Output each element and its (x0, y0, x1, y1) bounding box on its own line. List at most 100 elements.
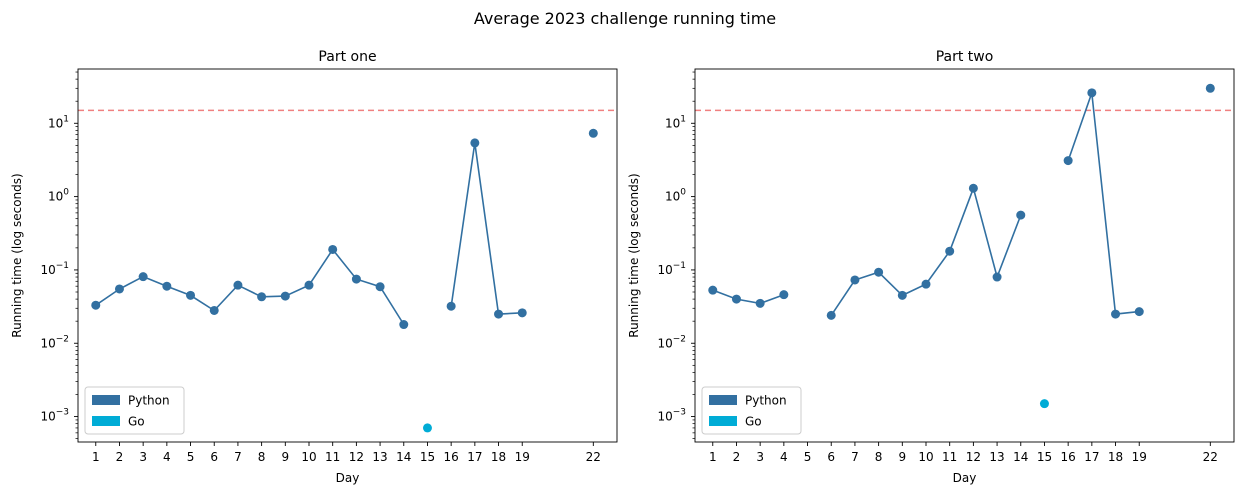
x-tick-label: 6 (210, 450, 218, 464)
x-tick-label: 5 (187, 450, 195, 464)
y-tick-label: 101 (48, 114, 69, 130)
x-tick-label: 11 (942, 450, 957, 464)
x-tick-label: 18 (1108, 450, 1123, 464)
legend-swatch-python (92, 395, 120, 405)
x-tick-label: 16 (444, 450, 459, 464)
data-point (209, 305, 219, 315)
legend-label-go: Go (745, 415, 762, 429)
data-point (375, 282, 385, 292)
data-point (1134, 307, 1144, 317)
x-tick-label: 15 (1037, 450, 1052, 464)
data-point (1016, 210, 1026, 220)
data-point (968, 183, 978, 193)
x-tick-label: 10 (301, 450, 316, 464)
x-tick-label: 12 (966, 450, 981, 464)
x-tick-label: 4 (163, 450, 171, 464)
legend-part-two: Python Go (701, 386, 802, 435)
y-axis-label: Running time (log seconds) (627, 173, 641, 337)
x-tick-label: 7 (851, 450, 859, 464)
data-point (897, 290, 907, 300)
x-tick-label: 12 (349, 450, 364, 464)
y-tick-label: 10−1 (657, 261, 686, 277)
x-tick-label: 9 (898, 450, 906, 464)
data-point (233, 280, 243, 290)
x-axis-label: Day (336, 471, 360, 485)
data-point (91, 300, 101, 310)
data-point (708, 285, 718, 295)
x-tick-label: 15 (420, 450, 435, 464)
data-point (850, 275, 860, 285)
x-tick-label: 19 (515, 450, 530, 464)
chart-title-part-two: Part two (936, 49, 994, 65)
x-tick-label: 5 (804, 450, 812, 464)
data-point (1063, 156, 1073, 166)
data-point (138, 272, 148, 282)
data-point (328, 244, 338, 254)
legend-swatch-go (709, 416, 737, 426)
series-line (1067, 92, 1140, 315)
figure-suptitle: Average 2023 challenge running time (474, 9, 776, 28)
x-tick-label: 13 (989, 450, 1004, 464)
legend-part-one: Python Go (84, 386, 185, 435)
data-point (588, 128, 598, 138)
data-point (114, 284, 124, 294)
x-axis-label: Day (953, 471, 977, 485)
x-tick-label: 9 (281, 450, 289, 464)
axes-frame (77, 68, 618, 443)
x-tick-label: 18 (491, 450, 506, 464)
data-point (494, 309, 504, 319)
data-point (755, 298, 765, 308)
y-tick-label: 10−2 (40, 334, 69, 350)
series-line (830, 185, 1022, 316)
data-point (1205, 83, 1215, 93)
y-tick-label: 10−3 (657, 408, 686, 424)
axes-frame (694, 68, 1235, 443)
data-point (992, 272, 1002, 282)
x-tick-label: 19 (1132, 450, 1147, 464)
x-tick-label: 14 (396, 450, 411, 464)
data-point (945, 246, 955, 256)
chart-title-part-one: Part one (318, 49, 376, 65)
data-point (304, 280, 314, 290)
x-tick-label: 1 (709, 450, 717, 464)
x-tick-label: 2 (733, 450, 741, 464)
data-point (470, 138, 480, 148)
x-tick-label: 2 (116, 450, 124, 464)
data-point (446, 301, 456, 311)
y-tick-label: 10−1 (40, 261, 69, 277)
legend-swatch-python (709, 395, 737, 405)
data-point (422, 423, 432, 433)
x-tick-label: 8 (258, 450, 266, 464)
x-tick-label: 22 (586, 450, 601, 464)
data-point (280, 291, 290, 301)
y-axis-label: Running time (log seconds) (10, 173, 24, 337)
data-point (921, 279, 931, 289)
data-point (257, 292, 267, 302)
legend-label-python: Python (745, 394, 787, 408)
legend-swatch-go (92, 416, 120, 426)
x-tick-label: 14 (1013, 450, 1028, 464)
data-point (186, 290, 196, 300)
data-point (1039, 399, 1049, 409)
data-point (399, 320, 409, 330)
x-tick-label: 3 (756, 450, 764, 464)
series-go-part-one (422, 423, 432, 433)
data-point (874, 267, 884, 277)
x-tick-label: 1 (92, 450, 100, 464)
series-go-part-two (1039, 399, 1049, 409)
y-tick-label: 100 (665, 188, 686, 204)
x-tick-label: 17 (467, 450, 482, 464)
x-tick-label: 4 (780, 450, 788, 464)
y-tick-label: 101 (665, 114, 686, 130)
x-tick-label: 13 (372, 450, 387, 464)
y-tick-label: 10−2 (657, 334, 686, 350)
y-tick-label: 100 (48, 188, 69, 204)
data-point (351, 274, 361, 284)
x-tick-label: 8 (875, 450, 883, 464)
series-python-part-one (91, 128, 598, 330)
x-tick-label: 17 (1084, 450, 1099, 464)
